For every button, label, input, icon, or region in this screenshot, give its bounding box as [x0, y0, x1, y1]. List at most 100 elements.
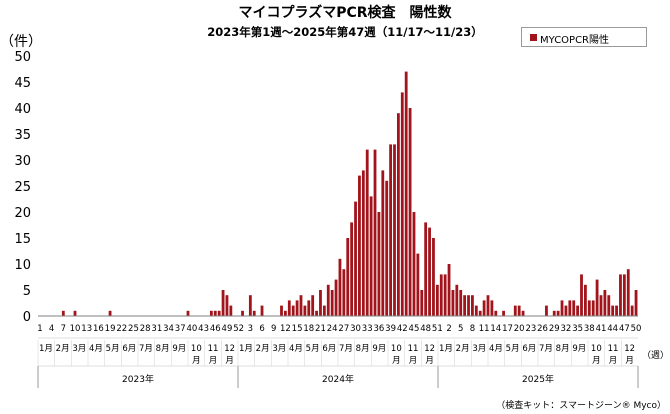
- x-week-label: 13: [81, 324, 92, 334]
- x-week-label: 16: [93, 324, 104, 334]
- bar: [467, 295, 470, 316]
- bar: [443, 274, 447, 316]
- x-week-label: 52: [233, 324, 244, 334]
- x-month-unit: 月: [225, 356, 234, 366]
- x-week-label: 31: [151, 324, 162, 334]
- legend: MYCOPCR陽性: [521, 27, 647, 47]
- bar: [630, 305, 634, 316]
- bar: [599, 295, 603, 316]
- bar: [319, 290, 322, 316]
- x-week-label: 40: [186, 324, 197, 334]
- x-week-label: 14: [490, 324, 501, 334]
- bar: [474, 305, 478, 316]
- bar: [73, 310, 77, 316]
- x-month-label: 3月: [472, 344, 486, 354]
- bar: [252, 310, 256, 316]
- x-week-label: 5: [458, 324, 463, 334]
- x-week-label: 24: [327, 324, 338, 334]
- legend-label: MYCOPCR陽性: [540, 35, 610, 46]
- bar: [186, 310, 190, 316]
- bar: [326, 284, 330, 316]
- x-week-label: 47: [619, 324, 630, 334]
- bar: [587, 300, 591, 316]
- bar: [108, 310, 112, 316]
- x-week-label: 33: [362, 324, 373, 334]
- bar: [439, 274, 443, 316]
- bar: [424, 222, 428, 316]
- y-axis-title: （件）: [0, 34, 42, 50]
- x-month-label: 5月: [506, 344, 520, 354]
- x-week-label: 1: [37, 324, 42, 334]
- bar: [315, 310, 318, 316]
- bar: [330, 290, 334, 316]
- bar: [307, 300, 311, 316]
- bar: [404, 71, 408, 316]
- bar: [358, 175, 361, 316]
- x-month-label: 9月: [372, 344, 386, 354]
- x-month-unit: 月: [425, 356, 434, 366]
- x-week-label: 18: [303, 324, 314, 334]
- bar: [393, 144, 396, 316]
- bar: [494, 310, 498, 316]
- x-month-label: 1月: [39, 344, 53, 354]
- bar: [420, 290, 424, 316]
- bar: [556, 310, 560, 316]
- bar: [447, 264, 451, 316]
- x-month-unit: 月: [392, 356, 401, 366]
- x-month-label: 8月: [356, 344, 370, 354]
- x-month-label: 2月: [256, 344, 270, 354]
- legend-swatch: [530, 34, 537, 41]
- y-tick-label: 5: [23, 284, 31, 299]
- x-week-label: 37: [175, 324, 186, 334]
- x-month-label: 5月: [106, 344, 120, 354]
- bar: [435, 284, 439, 316]
- x-month-label: 8月: [156, 344, 170, 354]
- x-month-unit: 月: [609, 356, 618, 366]
- bar: [502, 310, 505, 316]
- bar: [381, 170, 385, 316]
- bar: [291, 305, 295, 316]
- x-week-label: 38: [584, 324, 595, 334]
- bar: [471, 295, 474, 316]
- x-week-label: 23: [525, 324, 536, 334]
- bar: [513, 305, 517, 316]
- x-week-label: 11: [479, 324, 490, 334]
- x-week-label: 17: [502, 324, 513, 334]
- x-week-label: 50: [631, 324, 642, 334]
- x-week-label: 43: [198, 324, 209, 334]
- x-month-label: 4月: [289, 344, 303, 354]
- bar: [560, 300, 564, 316]
- bar: [350, 222, 354, 316]
- x-week-label: 30: [350, 324, 361, 334]
- x-year-label: 2025年: [522, 373, 554, 385]
- bar: [354, 201, 357, 316]
- x-month-label: 12: [624, 344, 635, 354]
- x-month-label: 11: [608, 344, 619, 354]
- y-tick-label: 35: [14, 128, 31, 143]
- y-axis: 0 5 10 15 20 25 30 35 40 45 50: [14, 50, 31, 325]
- x-month-label: 1月: [439, 344, 453, 354]
- x-month-label: 5月: [306, 344, 320, 354]
- bar: [248, 295, 252, 316]
- x-month-label: 7月: [539, 344, 553, 354]
- bar: [455, 284, 459, 316]
- x-week-label: 49: [222, 324, 233, 334]
- x-month-label: 1月: [239, 344, 253, 354]
- y-tick-label: 25: [14, 180, 31, 195]
- bar: [619, 274, 622, 316]
- bar: [432, 238, 435, 316]
- bar: [385, 180, 389, 316]
- bar: [311, 295, 315, 316]
- bar: [568, 300, 572, 316]
- y-tick-label: 0: [23, 310, 31, 325]
- x-month-label: 3月: [72, 344, 86, 354]
- y-tick-label: 20: [14, 206, 31, 221]
- bar: [213, 310, 217, 316]
- bar: [416, 253, 420, 316]
- x-month-label: 6月: [522, 344, 536, 354]
- x-week-label: 51: [432, 324, 443, 334]
- bar: [338, 258, 342, 316]
- bar: [591, 300, 595, 316]
- bar: [595, 279, 599, 316]
- bar: [322, 305, 326, 316]
